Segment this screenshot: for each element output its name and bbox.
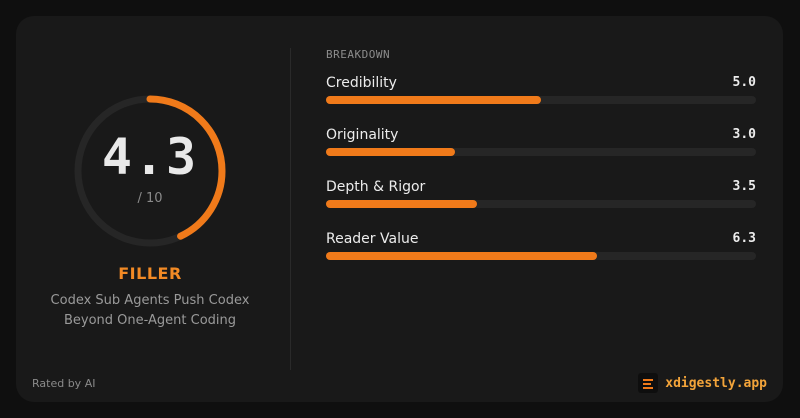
metric-name: Reader Value — [326, 231, 419, 247]
overall-score: 4.3 — [101, 128, 199, 186]
metric-value: 3.0 — [732, 127, 756, 142]
rating-card: 4.3 / 10 FILLER Codex Sub Agents Push Co… — [16, 16, 783, 402]
metric-credibility: Credibility 5.0 — [326, 75, 756, 115]
document-lines-icon — [638, 373, 659, 393]
metric-track — [326, 200, 756, 208]
metric-depth-rigor: Depth & Rigor 3.5 — [326, 179, 756, 219]
score-max-label: / 10 — [137, 191, 163, 206]
metric-name: Credibility — [326, 75, 397, 91]
metric-fill — [326, 200, 477, 208]
score-gauge-svg — [74, 95, 226, 247]
metric-value: 6.3 — [732, 231, 756, 246]
brand-link[interactable]: xdigestly.app — [638, 372, 767, 394]
metric-fill — [326, 96, 541, 104]
metric-originality: Originality 3.0 — [326, 127, 756, 167]
article-title: Codex Sub Agents Push Codex Beyond One-A… — [50, 293, 250, 328]
gauge-progress-arc — [74, 95, 226, 247]
score-panel: 4.3 / 10 FILLER Codex Sub Agents Push Co… — [16, 16, 290, 402]
metric-track — [326, 252, 756, 260]
verdict-label: FILLER — [118, 264, 182, 283]
breakdown-panel: BREAKDOWN Credibility 5.0 Originality 3.… — [326, 16, 756, 402]
metric-reader-value: Reader Value 6.3 — [326, 231, 756, 271]
metric-name: Originality — [326, 127, 399, 143]
metric-value: 5.0 — [732, 75, 756, 90]
brand-name: xdigestly.app — [665, 375, 767, 391]
score-gauge: 4.3 / 10 — [72, 93, 228, 249]
metric-name: Depth & Rigor — [326, 179, 426, 195]
panel-divider — [290, 48, 291, 370]
metric-value: 3.5 — [732, 179, 756, 194]
rated-by-label: Rated by AI — [32, 377, 96, 390]
metric-track — [326, 96, 756, 104]
metric-fill — [326, 148, 455, 156]
metric-fill — [326, 252, 597, 260]
metric-track — [326, 148, 756, 156]
breakdown-heading: BREAKDOWN — [326, 48, 391, 61]
